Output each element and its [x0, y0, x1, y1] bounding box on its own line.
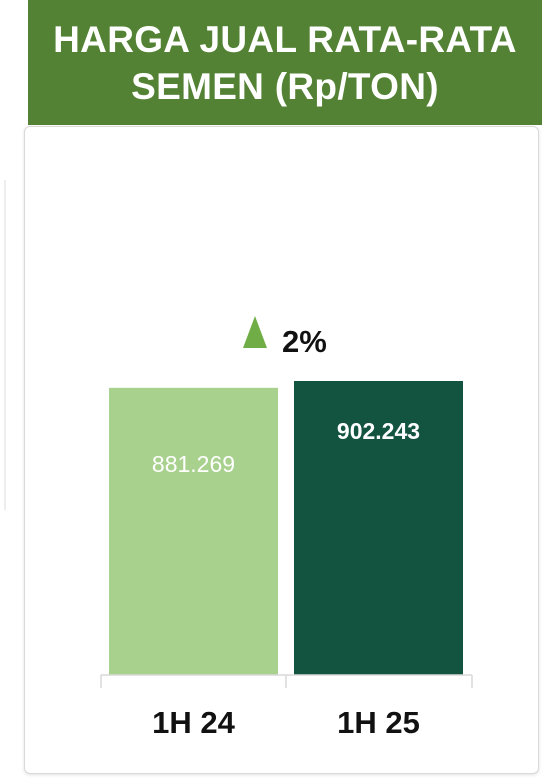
- x-axis: [100, 674, 473, 688]
- category-label-1h25: 1H 25: [337, 705, 420, 740]
- bar-value-label-1h25: 902.243: [337, 418, 420, 444]
- growth-indicator: 2%: [243, 316, 327, 359]
- bar-1h24: [109, 387, 278, 675]
- left-edge-line: [4, 180, 6, 510]
- triangle-up-icon: [243, 316, 267, 348]
- growth-label: 2%: [282, 324, 327, 359]
- category-label-1h24: 1H 24: [152, 705, 235, 740]
- chart-header: HARGA JUAL RATA-RATA SEMEN (Rp/TON): [28, 0, 542, 125]
- bar-value-label-1h24: 881.269: [152, 451, 235, 477]
- bar-1h25: [294, 381, 463, 675]
- chart-title: HARGA JUAL RATA-RATA SEMEN (Rp/TON): [53, 18, 517, 107]
